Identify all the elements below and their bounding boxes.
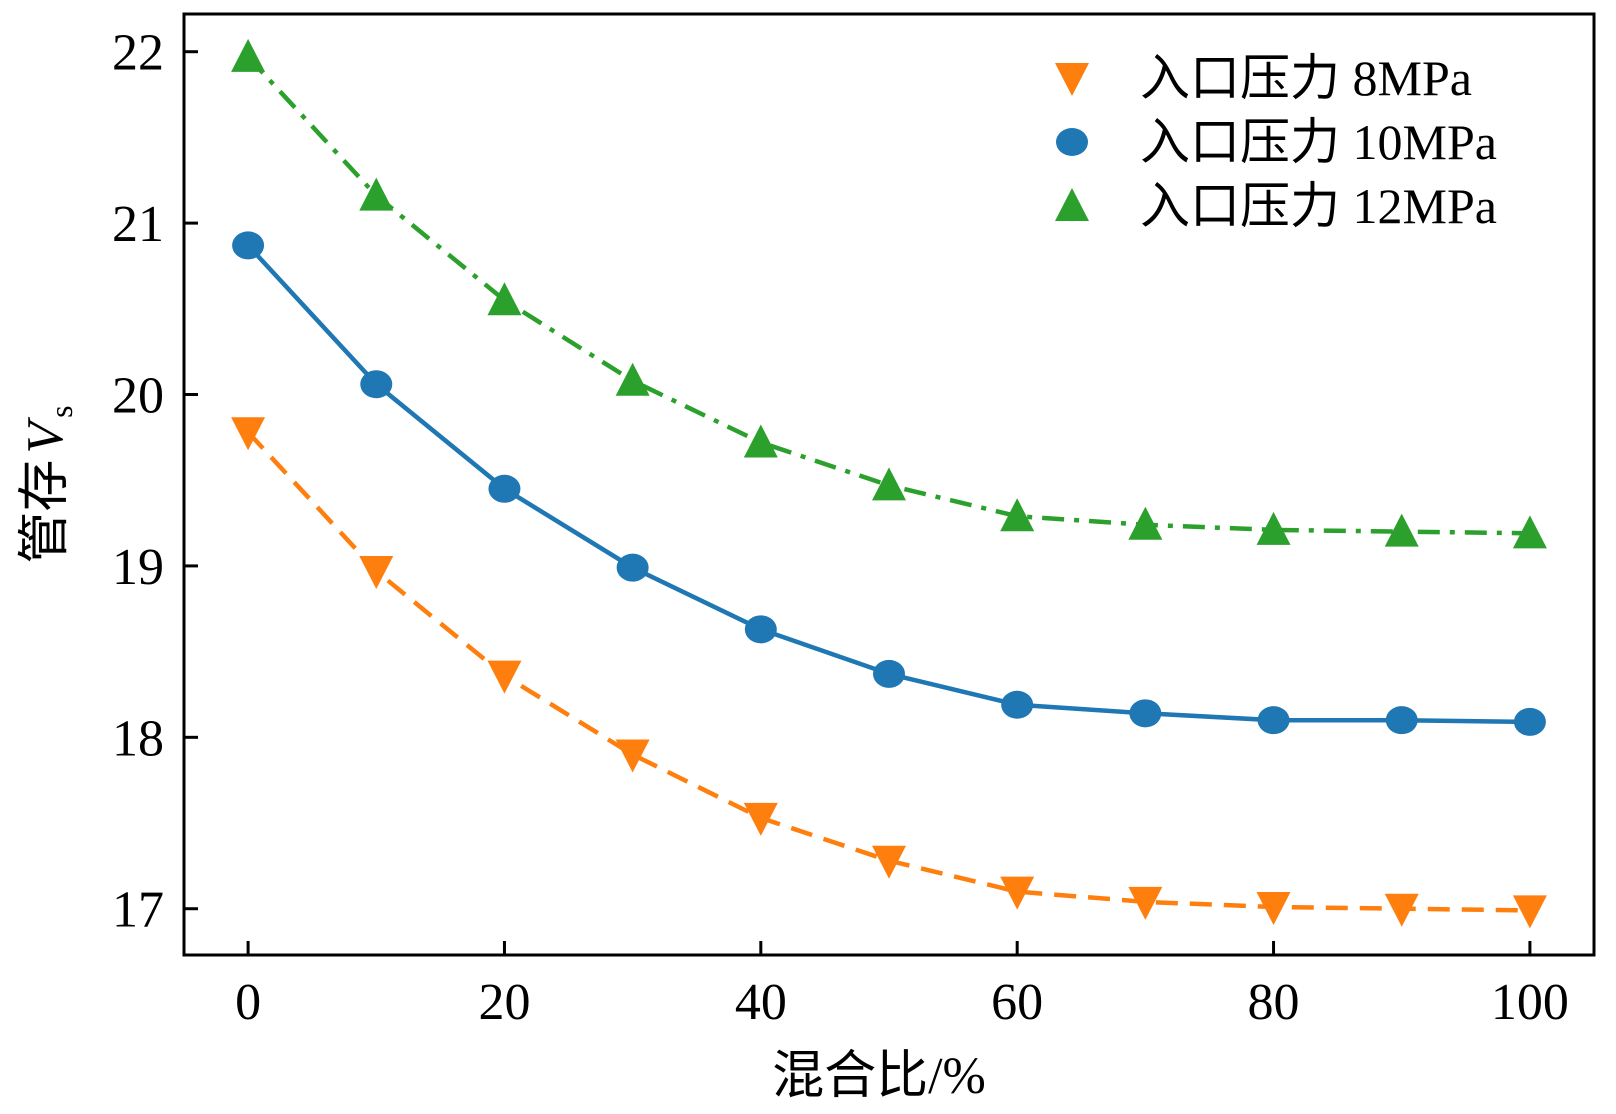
legend: 入口压力 8MPa 入口压力 10MPa 入口压力 12MPa [1055, 50, 1497, 234]
data-point-2-4 [743, 424, 778, 458]
y-axis-title-main: 管存 [17, 460, 74, 564]
x-axis-title: 混合比/% [772, 1048, 986, 1105]
data-point-1-4 [744, 615, 777, 644]
data-point-2-7 [1128, 506, 1163, 540]
x-tick-label: 60 [991, 974, 1043, 1031]
data-point-2-1 [359, 177, 394, 211]
data-point-0-6 [1000, 876, 1035, 910]
y-tick-label: 21 [112, 196, 164, 253]
data-point-0-5 [872, 845, 906, 879]
data-point-2-0 [231, 38, 266, 72]
legend-marker-1 [1056, 128, 1088, 156]
y-tick-label: 20 [112, 368, 164, 425]
plot-frame [182, 12, 1596, 957]
data-point-2-3 [615, 362, 650, 396]
data-point-0-2 [487, 660, 522, 694]
legend-item-0: 入口压力 8MPa [1055, 50, 1472, 106]
y-tick-label: 18 [112, 710, 164, 767]
y-tick-label: 19 [112, 539, 164, 596]
data-point-0-9 [1384, 893, 1419, 927]
series-2 [231, 38, 1547, 549]
legend-label-0: 入口压力 8MPa [1140, 50, 1472, 106]
data-point-2-6 [1000, 498, 1035, 532]
data-point-0-7 [1128, 886, 1163, 920]
legend-label-2: 入口压力 12MPa [1140, 178, 1497, 234]
legend-item-2: 入口压力 12MPa [1055, 178, 1497, 234]
data-point-1-5 [873, 659, 905, 688]
legend-marker-2 [1055, 188, 1089, 221]
y-axis-title-variable: V [17, 417, 74, 454]
data-point-0-3 [615, 739, 650, 773]
y-axis-title: 管存 Vs [17, 405, 79, 563]
data-point-1-0 [232, 231, 265, 260]
data-point-1-8 [1257, 706, 1290, 735]
data-point-1-2 [488, 474, 521, 503]
data-point-0-4 [743, 802, 778, 836]
legend-label-1: 入口压力 10MPa [1140, 114, 1497, 170]
series-line-2 [246, 55, 1530, 536]
data-point-0-0 [231, 417, 266, 451]
series-layer [231, 38, 1547, 929]
series-0 [231, 417, 1547, 929]
series-1 [232, 231, 1546, 736]
x-tick-label: 0 [235, 974, 261, 1031]
y-axis-title-subscript: s [43, 405, 79, 417]
data-point-1-3 [616, 553, 649, 582]
y-tick-label: 17 [112, 882, 164, 939]
y-tick-label: 22 [112, 25, 164, 82]
data-point-2-5 [872, 467, 906, 501]
data-point-1-9 [1385, 706, 1418, 735]
data-point-2-8 [1256, 511, 1291, 545]
x-tick-label: 80 [1248, 974, 1300, 1031]
data-point-1-6 [1001, 690, 1034, 719]
legend-item-1: 入口压力 10MPa [1056, 114, 1497, 170]
data-point-2-9 [1384, 513, 1419, 547]
data-point-0-8 [1256, 892, 1291, 926]
data-point-1-1 [360, 370, 393, 399]
data-point-1-7 [1129, 699, 1162, 728]
data-point-2-10 [1512, 515, 1547, 549]
data-point-1-10 [1513, 707, 1546, 736]
x-tick-label: 20 [478, 974, 530, 1031]
data-point-0-1 [359, 556, 394, 590]
legend-marker-0 [1055, 63, 1089, 96]
data-point-0-10 [1512, 895, 1547, 929]
x-tick-label: 100 [1491, 974, 1569, 1031]
data-point-2-2 [487, 282, 522, 316]
x-tick-label: 40 [735, 974, 787, 1031]
ticks-layer: 0 20 40 60 80 100 17 18 19 20 21 22 [112, 25, 1569, 1031]
